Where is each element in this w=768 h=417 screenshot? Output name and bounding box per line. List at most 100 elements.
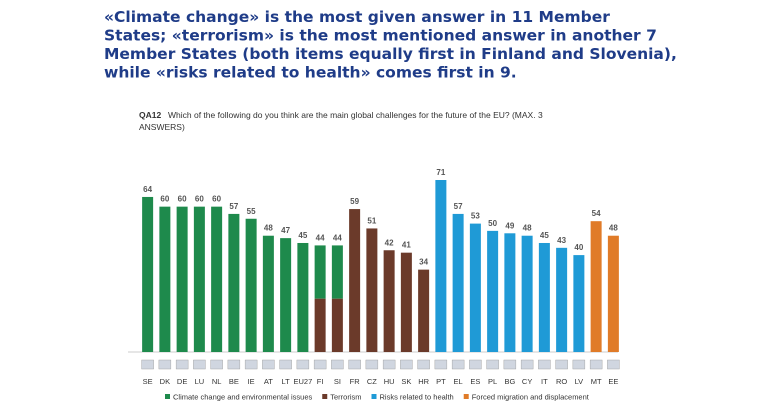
value-label: 45: [540, 231, 549, 240]
bar: [331, 245, 343, 299]
value-label: 54: [592, 209, 601, 218]
value-label: 43: [557, 236, 566, 245]
bar: [159, 206, 171, 352]
value-label: 60: [212, 195, 221, 204]
headline: Member States (both items equally first …: [104, 45, 677, 63]
bar: [142, 196, 154, 352]
flag-icon: [400, 359, 413, 370]
value-label: 48: [609, 224, 618, 233]
x-tick-label: AT: [264, 377, 273, 386]
x-tick-label: LV: [575, 377, 584, 386]
bar: [193, 206, 205, 352]
x-tick-label: RO: [556, 377, 567, 386]
flag-icon: [520, 359, 534, 370]
bar: [280, 238, 292, 352]
flag-icon: [417, 359, 430, 370]
legend-swatch: [165, 394, 170, 399]
bar: [521, 235, 533, 352]
flag-icon: [193, 359, 206, 370]
flag-icon: [141, 359, 154, 370]
x-tick-label: BG: [504, 377, 515, 386]
bar: [435, 180, 447, 352]
value-label: 59: [350, 197, 359, 206]
value-label: 48: [523, 224, 532, 233]
x-tick-label: FI: [317, 377, 324, 386]
flag-icon: [296, 359, 310, 370]
flag-icon: [227, 359, 241, 370]
x-tick-label: FR: [350, 377, 361, 386]
value-label: 48: [264, 224, 273, 233]
legend-label: Terrorism: [330, 393, 361, 402]
bar: [349, 209, 361, 352]
flag-icon: [210, 359, 223, 370]
flag-icon: [607, 359, 620, 370]
bar: [331, 298, 343, 352]
bar: [452, 213, 464, 352]
x-tick-label: LU: [195, 377, 205, 386]
value-label: 57: [454, 202, 463, 211]
flag-icon: [244, 359, 258, 370]
value-label: 41: [402, 241, 411, 250]
legend-label: Climate change and environmental issues: [173, 393, 312, 402]
bar: [228, 213, 240, 352]
headline: while «risks related to health» comes fi…: [104, 64, 517, 82]
x-tick-label: PL: [488, 377, 497, 386]
x-tick-label: SE: [143, 377, 153, 386]
flag-icon: [262, 359, 275, 370]
x-tick-label: HR: [418, 377, 429, 386]
bar: [211, 206, 223, 352]
legend-swatch: [463, 394, 469, 399]
flag-icon: [469, 359, 482, 370]
value-label: 71: [436, 168, 445, 177]
value-label: 57: [229, 202, 238, 211]
bar: [245, 218, 257, 352]
question: Which of the following do you think are …: [168, 110, 543, 120]
x-tick-label: BE: [229, 377, 239, 386]
bar: [314, 298, 326, 352]
x-tick-label: NL: [212, 377, 222, 386]
value-label: 53: [471, 212, 480, 221]
x-tick-label: SK: [401, 377, 411, 386]
flag-icon: [158, 359, 172, 370]
legend-label: Forced migration and displacement: [472, 393, 590, 402]
value-label: 60: [178, 195, 187, 204]
bar: [487, 230, 499, 352]
bar: [383, 250, 395, 352]
flag-icon: [434, 359, 448, 370]
x-tick-label: DE: [177, 377, 187, 386]
x-tick-label: CZ: [367, 377, 377, 386]
value-label: 60: [195, 195, 204, 204]
legend-swatch: [371, 394, 377, 399]
flag-icon: [589, 359, 603, 370]
value-label: 55: [247, 207, 256, 216]
bar: [314, 245, 326, 299]
x-tick-label: HU: [384, 377, 395, 386]
bar: [418, 269, 430, 352]
x-tick-label: EU27: [293, 377, 312, 386]
bar: [590, 221, 602, 352]
bar: [573, 255, 585, 352]
flag-icon: [382, 359, 396, 370]
bar: [366, 228, 378, 352]
bar: [176, 206, 188, 352]
value-label: 47: [281, 226, 290, 235]
bar: [556, 247, 568, 352]
bar: [400, 252, 412, 352]
value-label: 40: [574, 243, 583, 252]
value-label: 44: [316, 233, 325, 242]
flag-icon: [279, 359, 292, 370]
value-label: 51: [367, 216, 376, 225]
flag-icon: [451, 359, 465, 370]
bar: [504, 233, 516, 352]
bar: [469, 223, 481, 352]
x-tick-label: IT: [541, 377, 548, 386]
flag-icon: [538, 359, 551, 370]
value-label: 34: [419, 258, 428, 267]
x-tick-label: ES: [470, 377, 480, 386]
value-label: 44: [333, 233, 342, 242]
legend-swatch: [322, 394, 328, 399]
bar: [538, 242, 550, 352]
value-label: 50: [488, 219, 497, 228]
value-label: 64: [143, 185, 152, 194]
